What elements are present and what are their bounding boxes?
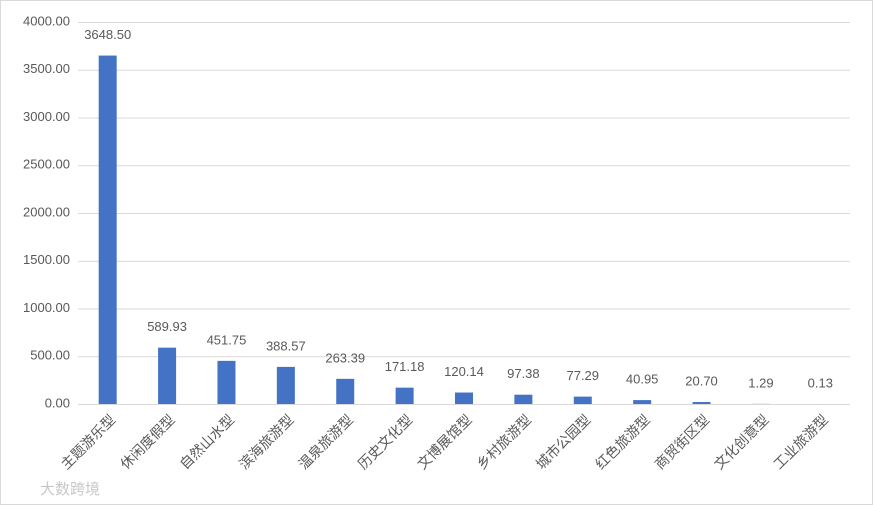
value-label: 77.29 <box>566 368 599 383</box>
value-label: 451.75 <box>207 332 247 347</box>
value-label: 3648.50 <box>84 27 131 42</box>
bar <box>692 402 711 404</box>
y-tick-label: 500.00 <box>30 348 70 363</box>
value-label: 0.13 <box>808 375 833 390</box>
y-tick-label: 1500.00 <box>23 252 70 267</box>
value-label: 263.39 <box>325 350 365 365</box>
y-tick-label: 3500.00 <box>23 61 70 76</box>
bar <box>336 378 355 404</box>
bar <box>217 360 236 404</box>
y-tick-label: 0.00 <box>45 395 70 410</box>
bar <box>158 347 177 404</box>
value-label: 120.14 <box>444 364 484 379</box>
bar <box>573 396 592 404</box>
value-label: 97.38 <box>507 366 540 381</box>
y-tick-label: 3000.00 <box>23 109 70 124</box>
y-tick-label: 4000.00 <box>23 13 70 28</box>
bar <box>633 400 652 404</box>
bar <box>514 394 533 404</box>
value-label: 171.18 <box>385 359 425 374</box>
value-label: 20.70 <box>685 373 718 388</box>
bar <box>455 392 473 404</box>
value-label: 589.93 <box>147 319 187 334</box>
value-label: 40.95 <box>626 372 659 387</box>
y-tick-label: 1000.00 <box>23 300 70 315</box>
y-tick-label: 2000.00 <box>23 204 70 219</box>
watermark: 大数跨境 <box>40 480 100 498</box>
value-label: 1.29 <box>748 375 773 390</box>
bar <box>395 387 414 404</box>
y-tick-label: 2500.00 <box>23 157 70 172</box>
bar <box>276 366 295 404</box>
bar <box>98 55 117 405</box>
value-label: 388.57 <box>266 338 306 353</box>
